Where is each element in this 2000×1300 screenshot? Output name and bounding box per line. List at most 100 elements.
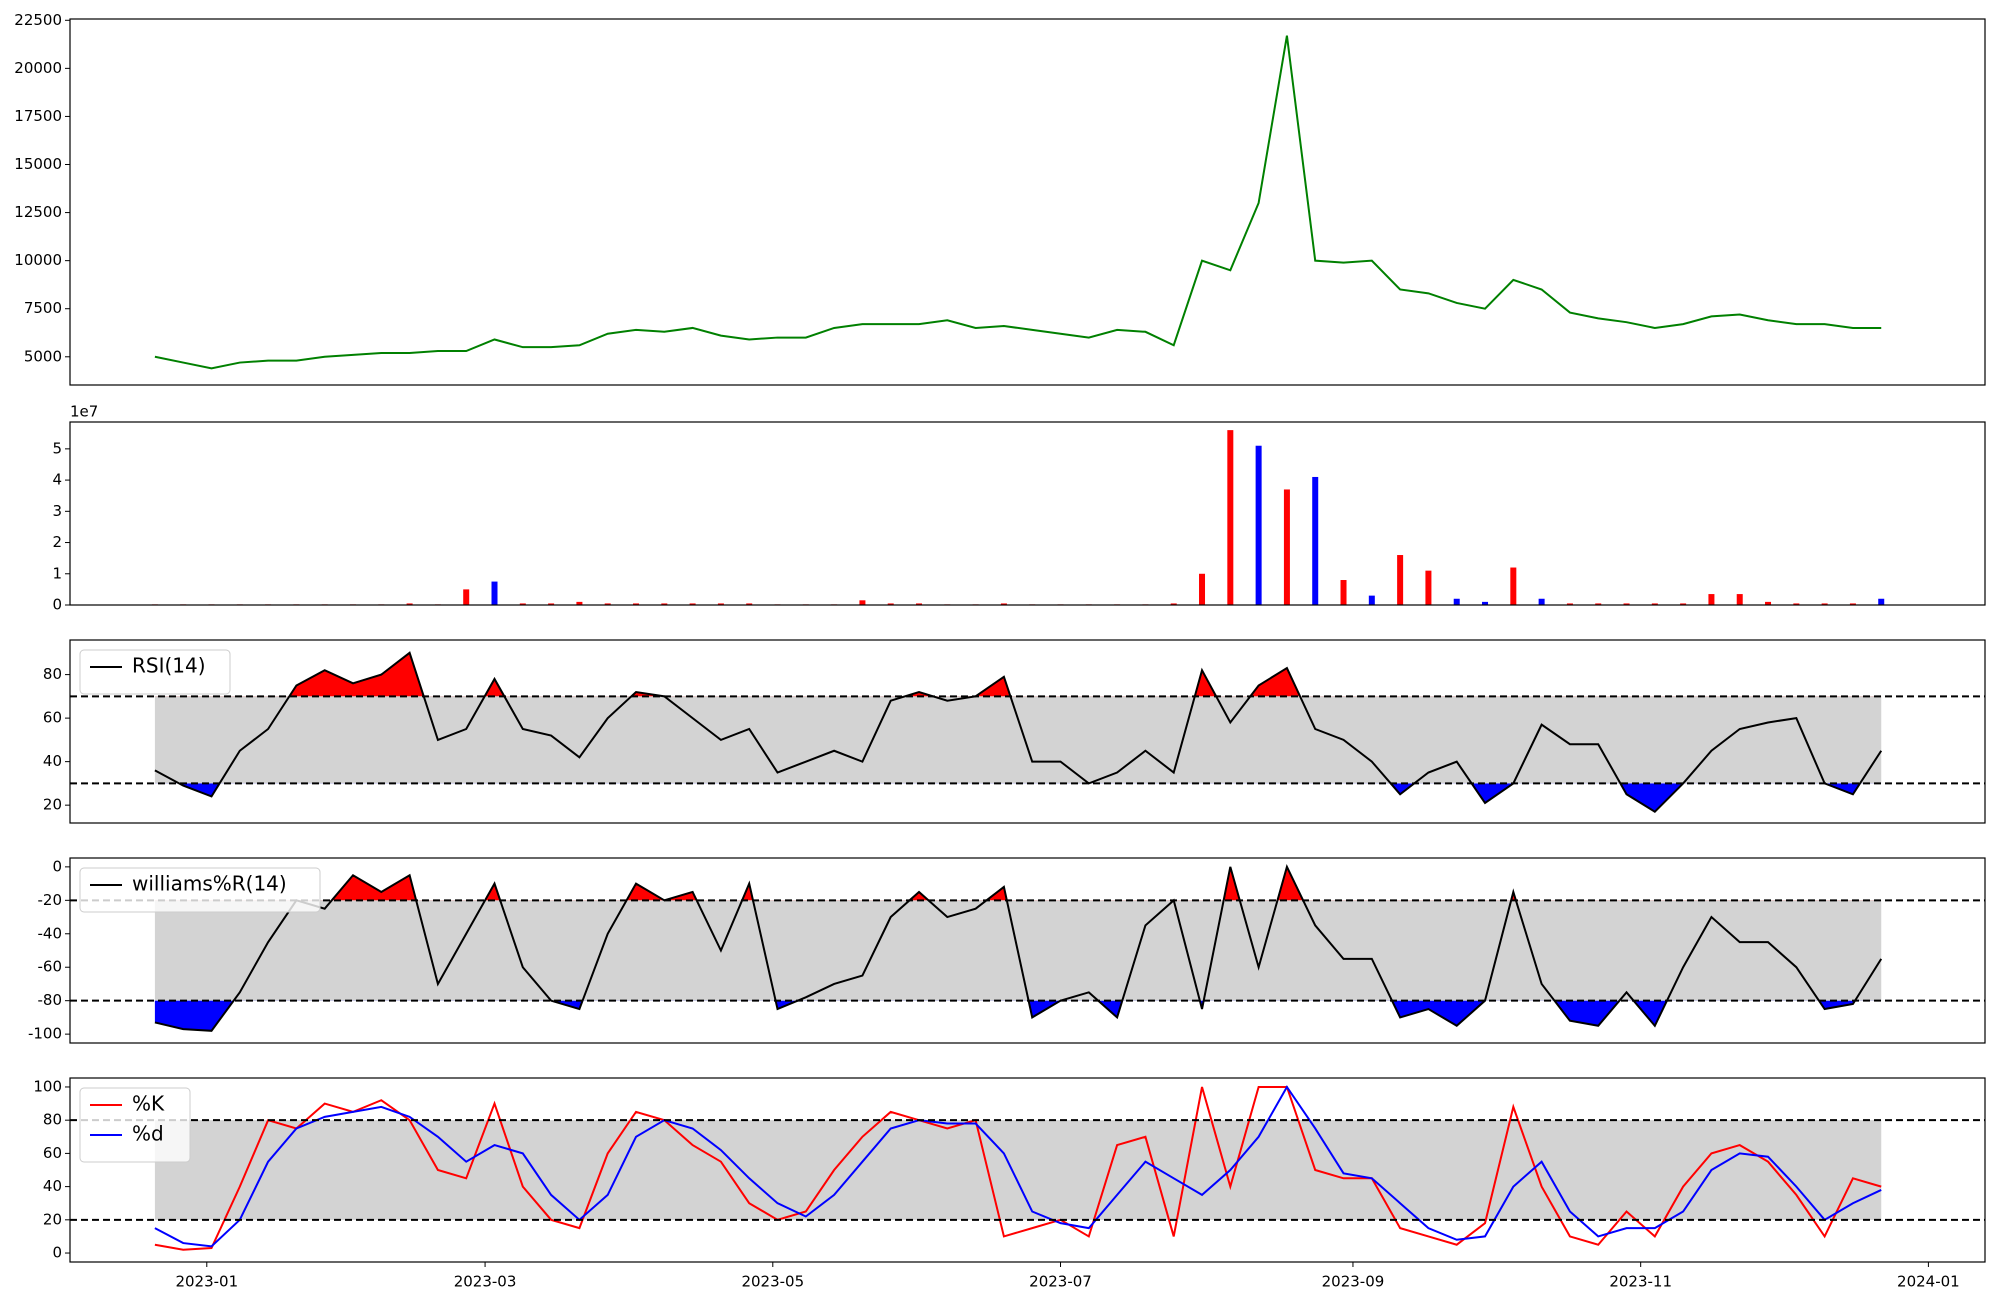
y-tick-label: 80: [43, 1111, 62, 1129]
legend-label: RSI(14): [132, 654, 206, 678]
volume-bar: [1312, 476, 1319, 605]
y-tick-label: -80: [38, 991, 63, 1009]
y-tick-label: 0: [52, 857, 62, 875]
x-tick-label: 2024-01: [1897, 1273, 1960, 1291]
volume-bar: [1510, 567, 1517, 605]
y-tick-label: 0: [52, 1244, 62, 1262]
axis-offset-label: 1e7: [70, 403, 98, 421]
volume-bar: [491, 581, 498, 605]
series-line: [154, 864, 1883, 1032]
volume-bar: [1623, 603, 1630, 605]
y-tick-label: -40: [38, 924, 63, 942]
volume-bar: [1283, 489, 1290, 605]
volume-bar: [1680, 603, 1687, 605]
neutral-band: [154, 696, 1882, 784]
y-tick-label: 40: [43, 752, 62, 770]
volume-bar: [717, 603, 724, 605]
y-tick-label: 22500: [14, 11, 62, 29]
legend-label: %d: [132, 1122, 164, 1146]
volume-bar: [859, 600, 866, 605]
volume-bar: [1170, 603, 1177, 605]
y-tick-label: 60: [43, 1144, 62, 1162]
x-tick-label: 2023-03: [454, 1273, 517, 1291]
y-tick-label: 12500: [14, 203, 62, 221]
x-tick-label: 2023-05: [741, 1273, 804, 1291]
legend-label: williams%R(14): [132, 872, 287, 896]
series-line: [154, 1085, 1882, 1248]
volume-bar: [661, 603, 668, 605]
y-tick-label: 1: [52, 564, 62, 582]
volume-bar: [1340, 580, 1347, 605]
y-tick-label: -20: [38, 891, 63, 909]
volume-bar: [1651, 603, 1658, 605]
volume-bar: [689, 603, 696, 605]
y-tick-label: 5: [52, 439, 62, 457]
volume-bar: [1821, 603, 1828, 605]
volume-bar: [548, 603, 555, 605]
axes-frame: [69, 1077, 1986, 1263]
volume-bar: [1538, 598, 1545, 605]
volume-bar: [1595, 603, 1602, 605]
axes-frame: [69, 18, 1986, 386]
volume-bar: [1453, 598, 1460, 605]
y-tick-label: 40: [43, 1177, 62, 1195]
volume-bar: [463, 589, 470, 605]
volume-bar: [604, 603, 611, 605]
volume-bar: [1425, 570, 1432, 605]
axes-frame: [69, 639, 1986, 824]
x-tick-label: 2023-11: [1609, 1273, 1672, 1291]
y-tick-label: 7500: [24, 299, 62, 317]
y-tick-label: -100: [28, 1025, 62, 1043]
series-line: [154, 1085, 1882, 1251]
x-tick-label: 2023-09: [1322, 1273, 1385, 1291]
volume-bar: [1227, 430, 1234, 605]
y-tick-label: 20000: [14, 59, 62, 77]
axes-frame: [69, 857, 1986, 1044]
volume-bar: [1199, 573, 1206, 605]
axes-frame: [69, 421, 1986, 606]
series-line: [154, 35, 1882, 370]
volume-bar: [1368, 595, 1375, 605]
legend-box: [79, 867, 321, 913]
y-tick-label: 0: [52, 596, 62, 614]
legend-box: [79, 1087, 191, 1163]
y-tick-label: 2: [52, 533, 62, 551]
x-tick-label: 2023-07: [1029, 1273, 1092, 1291]
volume-bar: [1878, 598, 1885, 605]
volume-bar: [406, 603, 413, 605]
y-tick-label: 60: [43, 709, 62, 727]
y-tick-label: 20: [43, 1210, 62, 1228]
volume-bar: [1566, 603, 1573, 605]
volume-bar: [1793, 603, 1800, 605]
zone-fill-below: [154, 1000, 1882, 1031]
volume-bar: [916, 603, 923, 605]
volume-bar: [887, 603, 894, 605]
zone-fill-above: [289, 652, 1301, 697]
y-tick-label: 3: [52, 502, 62, 520]
legend-label: %K: [132, 1092, 165, 1116]
volume-bar: [746, 603, 753, 605]
legend-box: [79, 649, 231, 695]
y-tick-label: -60: [38, 958, 63, 976]
volume-bar: [1255, 445, 1262, 605]
y-tick-label: 20: [43, 796, 62, 814]
volume-bar: [1849, 603, 1856, 605]
volume-bar: [576, 601, 583, 605]
volume-bar: [1708, 594, 1715, 605]
y-tick-label: 10000: [14, 251, 62, 269]
volume-bar: [519, 603, 526, 605]
y-tick-label: 4: [52, 471, 62, 489]
neutral-band: [154, 1120, 1882, 1220]
volume-bar: [1000, 603, 1007, 605]
x-tick-label: 2023-01: [175, 1273, 238, 1291]
volume-bar: [1736, 594, 1743, 605]
volume-bar: [633, 603, 640, 605]
volume-bar: [1765, 601, 1772, 605]
y-tick-label: 15000: [14, 155, 62, 173]
volume-bar: [1482, 601, 1489, 605]
y-tick-label: 80: [43, 665, 62, 683]
series-line: [154, 651, 1883, 813]
y-tick-label: 17500: [14, 107, 62, 125]
